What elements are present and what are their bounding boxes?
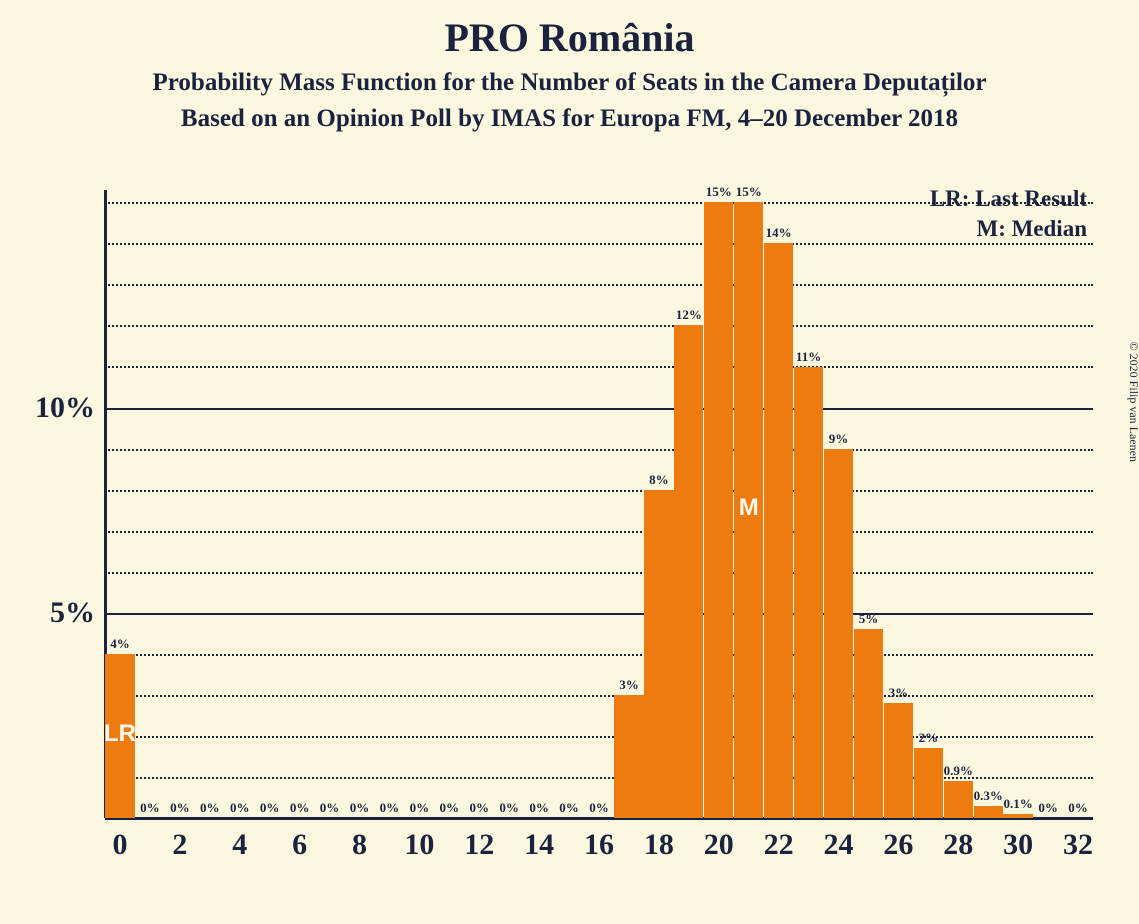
bar-value-label: 0% — [320, 800, 340, 816]
x-tick-label: 26 — [883, 818, 913, 862]
bar-value-label: 0% — [499, 800, 519, 816]
bar-value-label: 0% — [380, 800, 400, 816]
bar-value-label: 12% — [676, 307, 702, 323]
x-tick-label: 32 — [1063, 818, 1093, 862]
gridline — [105, 613, 1093, 615]
bar — [854, 629, 883, 818]
gridline — [105, 654, 1093, 656]
x-tick-label: 28 — [943, 818, 973, 862]
x-tick-label: 12 — [464, 818, 494, 862]
bar-value-label: 0.3% — [974, 788, 1003, 804]
bar — [764, 243, 793, 818]
bar-value-label: 0% — [559, 800, 579, 816]
x-tick-label: 20 — [704, 818, 734, 862]
bar — [824, 449, 853, 818]
x-tick-label: 16 — [584, 818, 614, 862]
bar-value-label: 0% — [350, 800, 370, 816]
x-tick-label: 4 — [232, 818, 247, 862]
bar — [704, 202, 733, 818]
gridline — [105, 736, 1093, 738]
bar — [1003, 814, 1032, 818]
bar-value-label: 0.1% — [1004, 796, 1033, 812]
bar-value-label: 0% — [140, 800, 160, 816]
bar — [974, 806, 1003, 818]
bar-value-label: 0% — [410, 800, 430, 816]
bar-value-label: 0% — [440, 800, 460, 816]
gridline — [105, 449, 1093, 451]
bar-value-label: 0% — [170, 800, 190, 816]
bar-value-label: 5% — [859, 611, 879, 627]
x-tick-label: 10 — [404, 818, 434, 862]
plot-area: 5%10%024681012141618202224262830324%LR0%… — [105, 190, 1093, 818]
bar-value-label: 15% — [736, 184, 762, 200]
bar-value-label: 0.9% — [944, 763, 973, 779]
gridline — [105, 695, 1093, 697]
gridline — [105, 202, 1093, 204]
x-tick-label: 24 — [824, 818, 854, 862]
bar-value-label: 0% — [589, 800, 609, 816]
bar — [884, 703, 913, 818]
bar-value-label: 0% — [290, 800, 310, 816]
copyright-text: © 2020 Filip van Laenen — [1126, 342, 1139, 462]
bar-value-label: 9% — [829, 431, 849, 447]
bar — [944, 781, 973, 818]
gridline — [105, 408, 1093, 410]
x-tick-label: 6 — [292, 818, 307, 862]
bar — [794, 367, 823, 819]
gridline — [105, 325, 1093, 327]
bar — [914, 748, 943, 818]
x-tick-label: 30 — [1003, 818, 1033, 862]
bar-value-label: 3% — [619, 677, 639, 693]
bar — [674, 325, 703, 818]
bar-value-label: 15% — [706, 184, 732, 200]
x-tick-label: 22 — [764, 818, 794, 862]
bar-value-label: 14% — [766, 225, 792, 241]
bar-value-label: 0% — [1038, 800, 1058, 816]
gridline — [105, 284, 1093, 286]
bar-marker: LR — [104, 720, 136, 748]
gridline — [105, 490, 1093, 492]
bar — [644, 490, 673, 818]
bar-value-label: 0% — [230, 800, 250, 816]
y-tick-label: 10% — [35, 391, 105, 425]
x-tick-label: 18 — [644, 818, 674, 862]
x-tick-label: 8 — [352, 818, 367, 862]
main-title: PRO România — [0, 14, 1139, 61]
bar-value-label: 0% — [529, 800, 549, 816]
x-tick-label: 14 — [524, 818, 554, 862]
x-tick-label: 0 — [112, 818, 127, 862]
bar-value-label: 4% — [110, 636, 130, 652]
chart-container: © 2020 Filip van Laenen PRO România Prob… — [0, 0, 1139, 924]
gridline — [105, 366, 1093, 368]
bar-value-label: 0% — [469, 800, 489, 816]
y-tick-label: 5% — [50, 596, 105, 630]
bar-value-label: 8% — [649, 472, 669, 488]
bar-value-label: 0% — [1068, 800, 1088, 816]
bar-marker: M — [739, 494, 759, 522]
subtitle-2: Based on an Opinion Poll by IMAS for Eur… — [0, 105, 1139, 133]
subtitle-1: Probability Mass Function for the Number… — [0, 69, 1139, 97]
gridline — [105, 572, 1093, 574]
bar — [614, 695, 643, 818]
bar-value-label: 0% — [200, 800, 220, 816]
bar-value-label: 11% — [796, 349, 821, 365]
bar-value-label: 0% — [260, 800, 280, 816]
gridline — [105, 243, 1093, 245]
x-tick-label: 2 — [172, 818, 187, 862]
title-block: PRO România Probability Mass Function fo… — [0, 0, 1139, 133]
bar-value-label: 3% — [889, 685, 909, 701]
bar-value-label: 2% — [919, 730, 939, 746]
gridline — [105, 531, 1093, 533]
